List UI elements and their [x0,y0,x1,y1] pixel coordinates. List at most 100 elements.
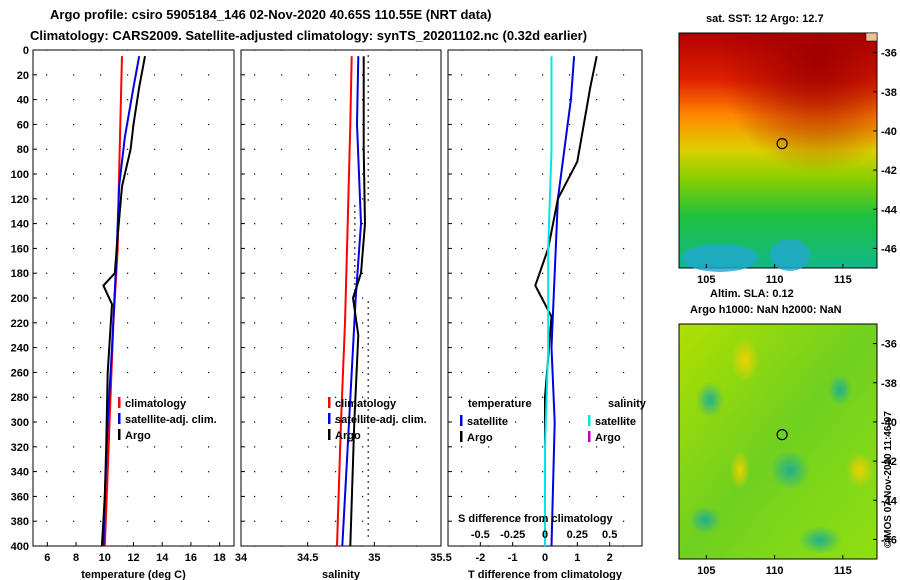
grid-dot [416,396,418,398]
grid-dot [281,173,283,175]
dotted-profile [367,97,369,99]
dotted-profile [367,415,369,417]
grid-dot [154,396,156,398]
dotted-profile [354,259,356,261]
grid-dot [281,148,283,150]
grid-dot [208,347,210,349]
grid-dot [46,148,48,150]
dotted-profile [367,517,369,519]
legend-label: Argo [335,430,361,442]
grid-dot [335,223,337,225]
sla-eddy [696,382,724,418]
grid-dot [208,173,210,175]
grid-dot [569,223,571,225]
map-y-tick-label: -38 [881,378,897,390]
grid-dot [335,322,337,324]
grid-dot [596,74,598,76]
grid-dot [127,173,129,175]
grid-dot [542,471,544,473]
grid-dot [335,371,337,374]
x-tick-label: 12 [127,552,139,564]
sla-map-panel: Altim. SLA: 0.12 Argo h1000: NaN h2000: … [678,288,898,577]
dotted-profile [354,235,356,237]
grid-dot [623,421,625,423]
grid-dot [208,322,210,324]
x-tick-label: 6 [44,552,50,564]
dotted-profile [367,67,369,69]
grid-dot [154,297,156,299]
legend-swatch [328,429,331,440]
grid-dot [461,495,463,498]
grid-dot [542,347,544,349]
dotted-profile [367,199,369,201]
grid-dot [46,545,48,547]
grid-dot [254,49,256,51]
grid-dot [127,520,129,522]
map-x-tick-label: 105 [697,565,715,577]
grid-dot [596,297,598,299]
grid-dot [281,446,283,448]
grid-dot [208,545,210,547]
grid-dot [488,272,490,274]
grid-dot [208,123,210,126]
grid-dot [623,495,625,498]
grid-dot [154,495,156,498]
legend-label: satellite-adj. clim. [335,414,427,426]
map-y-tick-label: -36 [881,48,897,60]
grid-dot [542,446,544,448]
grid-dot [335,173,337,175]
grid-dot [208,471,210,473]
salinity-panel: 34 34.5 35 35.5 salinity climatology satellite… [235,49,452,580]
grid-dot [488,322,490,324]
grid-dot [154,99,156,101]
grid-dot [416,247,418,250]
grid-dot [46,495,48,498]
grid-dot [154,49,156,51]
grid-dot [73,49,75,51]
grid-dot [181,223,183,225]
grid-dot [542,49,544,51]
legend-label: climatology [125,398,187,410]
grid-dot [100,272,102,274]
grid-dot [73,74,75,76]
series-line [100,56,146,547]
grid-dot [389,99,391,101]
dotted-profile [354,229,356,231]
x-tick-label: 18 [214,552,226,564]
grid-dot [362,198,364,200]
grid-dot [308,272,310,274]
dotted-profile [367,367,369,369]
grid-dot [488,421,490,423]
grid-dot [46,371,48,374]
dotted-profile [367,433,369,435]
grid-dot [623,396,625,398]
grid-dot [254,471,256,473]
legend-swatch [588,415,591,426]
grid-dot [254,347,256,349]
sst-argo-location-marker [776,138,788,150]
dotted-profile [367,409,369,411]
grid-dot [254,74,256,76]
dotted-profile [367,331,369,333]
grid-dot [254,396,256,398]
grid-dot [488,520,490,522]
x-tick-label: 34.5 [297,552,318,564]
dotted-profile [367,445,369,447]
grid-dot [154,347,156,349]
grid-dot [281,74,283,76]
grid-dot [416,322,418,324]
grid-dot [73,545,75,547]
grid-dot [569,322,571,324]
x-tick-label-top: -0.25 [500,529,525,541]
x-tick-label: 0 [542,552,548,564]
grid-dot [542,272,544,274]
dotted-profile [367,457,369,459]
grid-dot [362,123,364,126]
grid-dot [181,49,183,51]
grid-dot [389,347,391,349]
grid-dot [308,297,310,299]
grid-dot [308,446,310,448]
grid-dot [596,446,598,448]
grid-dot [73,198,75,200]
grid-dot [208,49,210,51]
